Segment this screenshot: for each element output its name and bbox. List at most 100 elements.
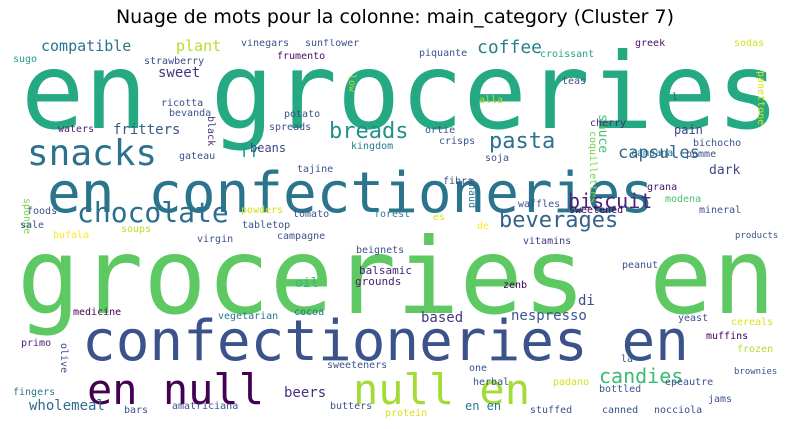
- word: forest: [374, 209, 411, 220]
- word: campana: [631, 148, 674, 159]
- word: foods: [27, 206, 58, 217]
- word: breads: [329, 119, 409, 144]
- word: beverages: [499, 208, 619, 233]
- word: sodas: [734, 39, 765, 49]
- word: sweeteners: [327, 360, 388, 371]
- word: beers: [284, 385, 327, 401]
- word-cloud: en groceries groceries en en confectioneri…: [13, 39, 780, 423]
- word: ricotta: [161, 98, 204, 109]
- word: grana: [647, 182, 678, 193]
- word: cocoa: [294, 307, 325, 318]
- word: candies: [599, 364, 684, 388]
- word: l: [672, 92, 679, 103]
- word: soups: [121, 224, 152, 235]
- word: es: [433, 212, 446, 223]
- word: capsules: [618, 143, 700, 163]
- word: en null: [87, 365, 265, 414]
- word: yeast: [678, 313, 709, 324]
- word: vegetarian: [218, 311, 279, 322]
- word: amatriciana: [172, 401, 239, 412]
- word: zenb: [503, 280, 528, 291]
- word: products: [735, 231, 779, 241]
- word: campagne: [277, 231, 326, 242]
- word: compatible: [41, 39, 132, 55]
- word: plant: [176, 39, 222, 55]
- word: beignets: [356, 245, 405, 256]
- word: bevanda: [169, 108, 212, 119]
- word: panettone: [755, 71, 766, 126]
- word: en en: [465, 399, 502, 413]
- word: alla: [479, 95, 504, 106]
- word: bufala: [53, 230, 90, 241]
- word: oil: [295, 276, 319, 291]
- word: crisps: [439, 136, 476, 147]
- word: en confectioneries: [47, 161, 654, 226]
- word: powders: [241, 205, 284, 216]
- word: snacks: [27, 133, 158, 174]
- word: medicine: [73, 307, 122, 318]
- word: biscuit: [568, 189, 653, 213]
- word: beans: [250, 141, 287, 155]
- word: sweet: [158, 65, 201, 81]
- word: dark: [709, 163, 741, 178]
- word: nespresso: [511, 308, 587, 324]
- word: balsamic: [359, 264, 412, 277]
- word: low: [346, 74, 357, 93]
- word: wholemeal: [29, 398, 105, 414]
- word: piquante: [419, 48, 468, 59]
- word: olive: [58, 343, 69, 374]
- word: fr: [239, 141, 261, 162]
- word: tajine: [297, 164, 334, 175]
- word: canned: [602, 405, 639, 416]
- word: stuffed: [530, 405, 573, 416]
- word: teas: [562, 76, 587, 87]
- word: sale: [20, 220, 45, 231]
- word: confectioneries en: [82, 309, 689, 374]
- word: brownies: [734, 367, 778, 377]
- word: groceries en: [17, 216, 776, 338]
- word: nocciola: [654, 405, 703, 416]
- word: modena: [665, 194, 702, 205]
- word: cherry: [590, 118, 627, 129]
- word: peanut: [622, 260, 659, 271]
- word: coquillettes: [587, 131, 598, 204]
- word: fibra: [443, 176, 474, 187]
- word: fritters: [113, 122, 181, 138]
- word: kingdom: [351, 141, 394, 152]
- word: bottled: [599, 384, 642, 395]
- word: la: [621, 354, 634, 365]
- word: frumento: [277, 51, 326, 62]
- word: sunflower: [305, 39, 360, 49]
- word: frozen: [737, 344, 774, 355]
- word: padano: [553, 377, 590, 388]
- word: de: [477, 221, 490, 232]
- word: butters: [330, 401, 373, 412]
- word: muffins: [706, 331, 749, 342]
- word: coffee: [477, 39, 543, 58]
- word: vinegars: [241, 39, 290, 49]
- word: primo: [21, 338, 52, 349]
- word: croissant: [540, 49, 595, 60]
- word: waters: [58, 124, 95, 135]
- word: based: [421, 310, 464, 326]
- word: virgin: [197, 234, 234, 245]
- word: epeautre: [665, 377, 714, 388]
- word: pasta: [489, 129, 556, 154]
- word: tabletop: [242, 220, 291, 231]
- word: bars: [124, 405, 149, 416]
- word: mineral: [699, 205, 742, 216]
- word: en groceries: [21, 39, 780, 153]
- word: protein: [385, 408, 428, 419]
- word: sweetened: [569, 205, 624, 216]
- word: null en: [353, 365, 531, 414]
- word: gateau: [179, 151, 216, 162]
- word: grounds: [355, 275, 402, 288]
- word: ortie: [425, 125, 456, 136]
- word: pain: [674, 123, 703, 137]
- word: soja: [485, 153, 510, 164]
- word: tomato: [293, 209, 330, 220]
- word: chocolate: [77, 196, 229, 229]
- word: vitamins: [523, 236, 572, 247]
- word: strawberry: [144, 56, 205, 67]
- word: pomme: [686, 149, 717, 160]
